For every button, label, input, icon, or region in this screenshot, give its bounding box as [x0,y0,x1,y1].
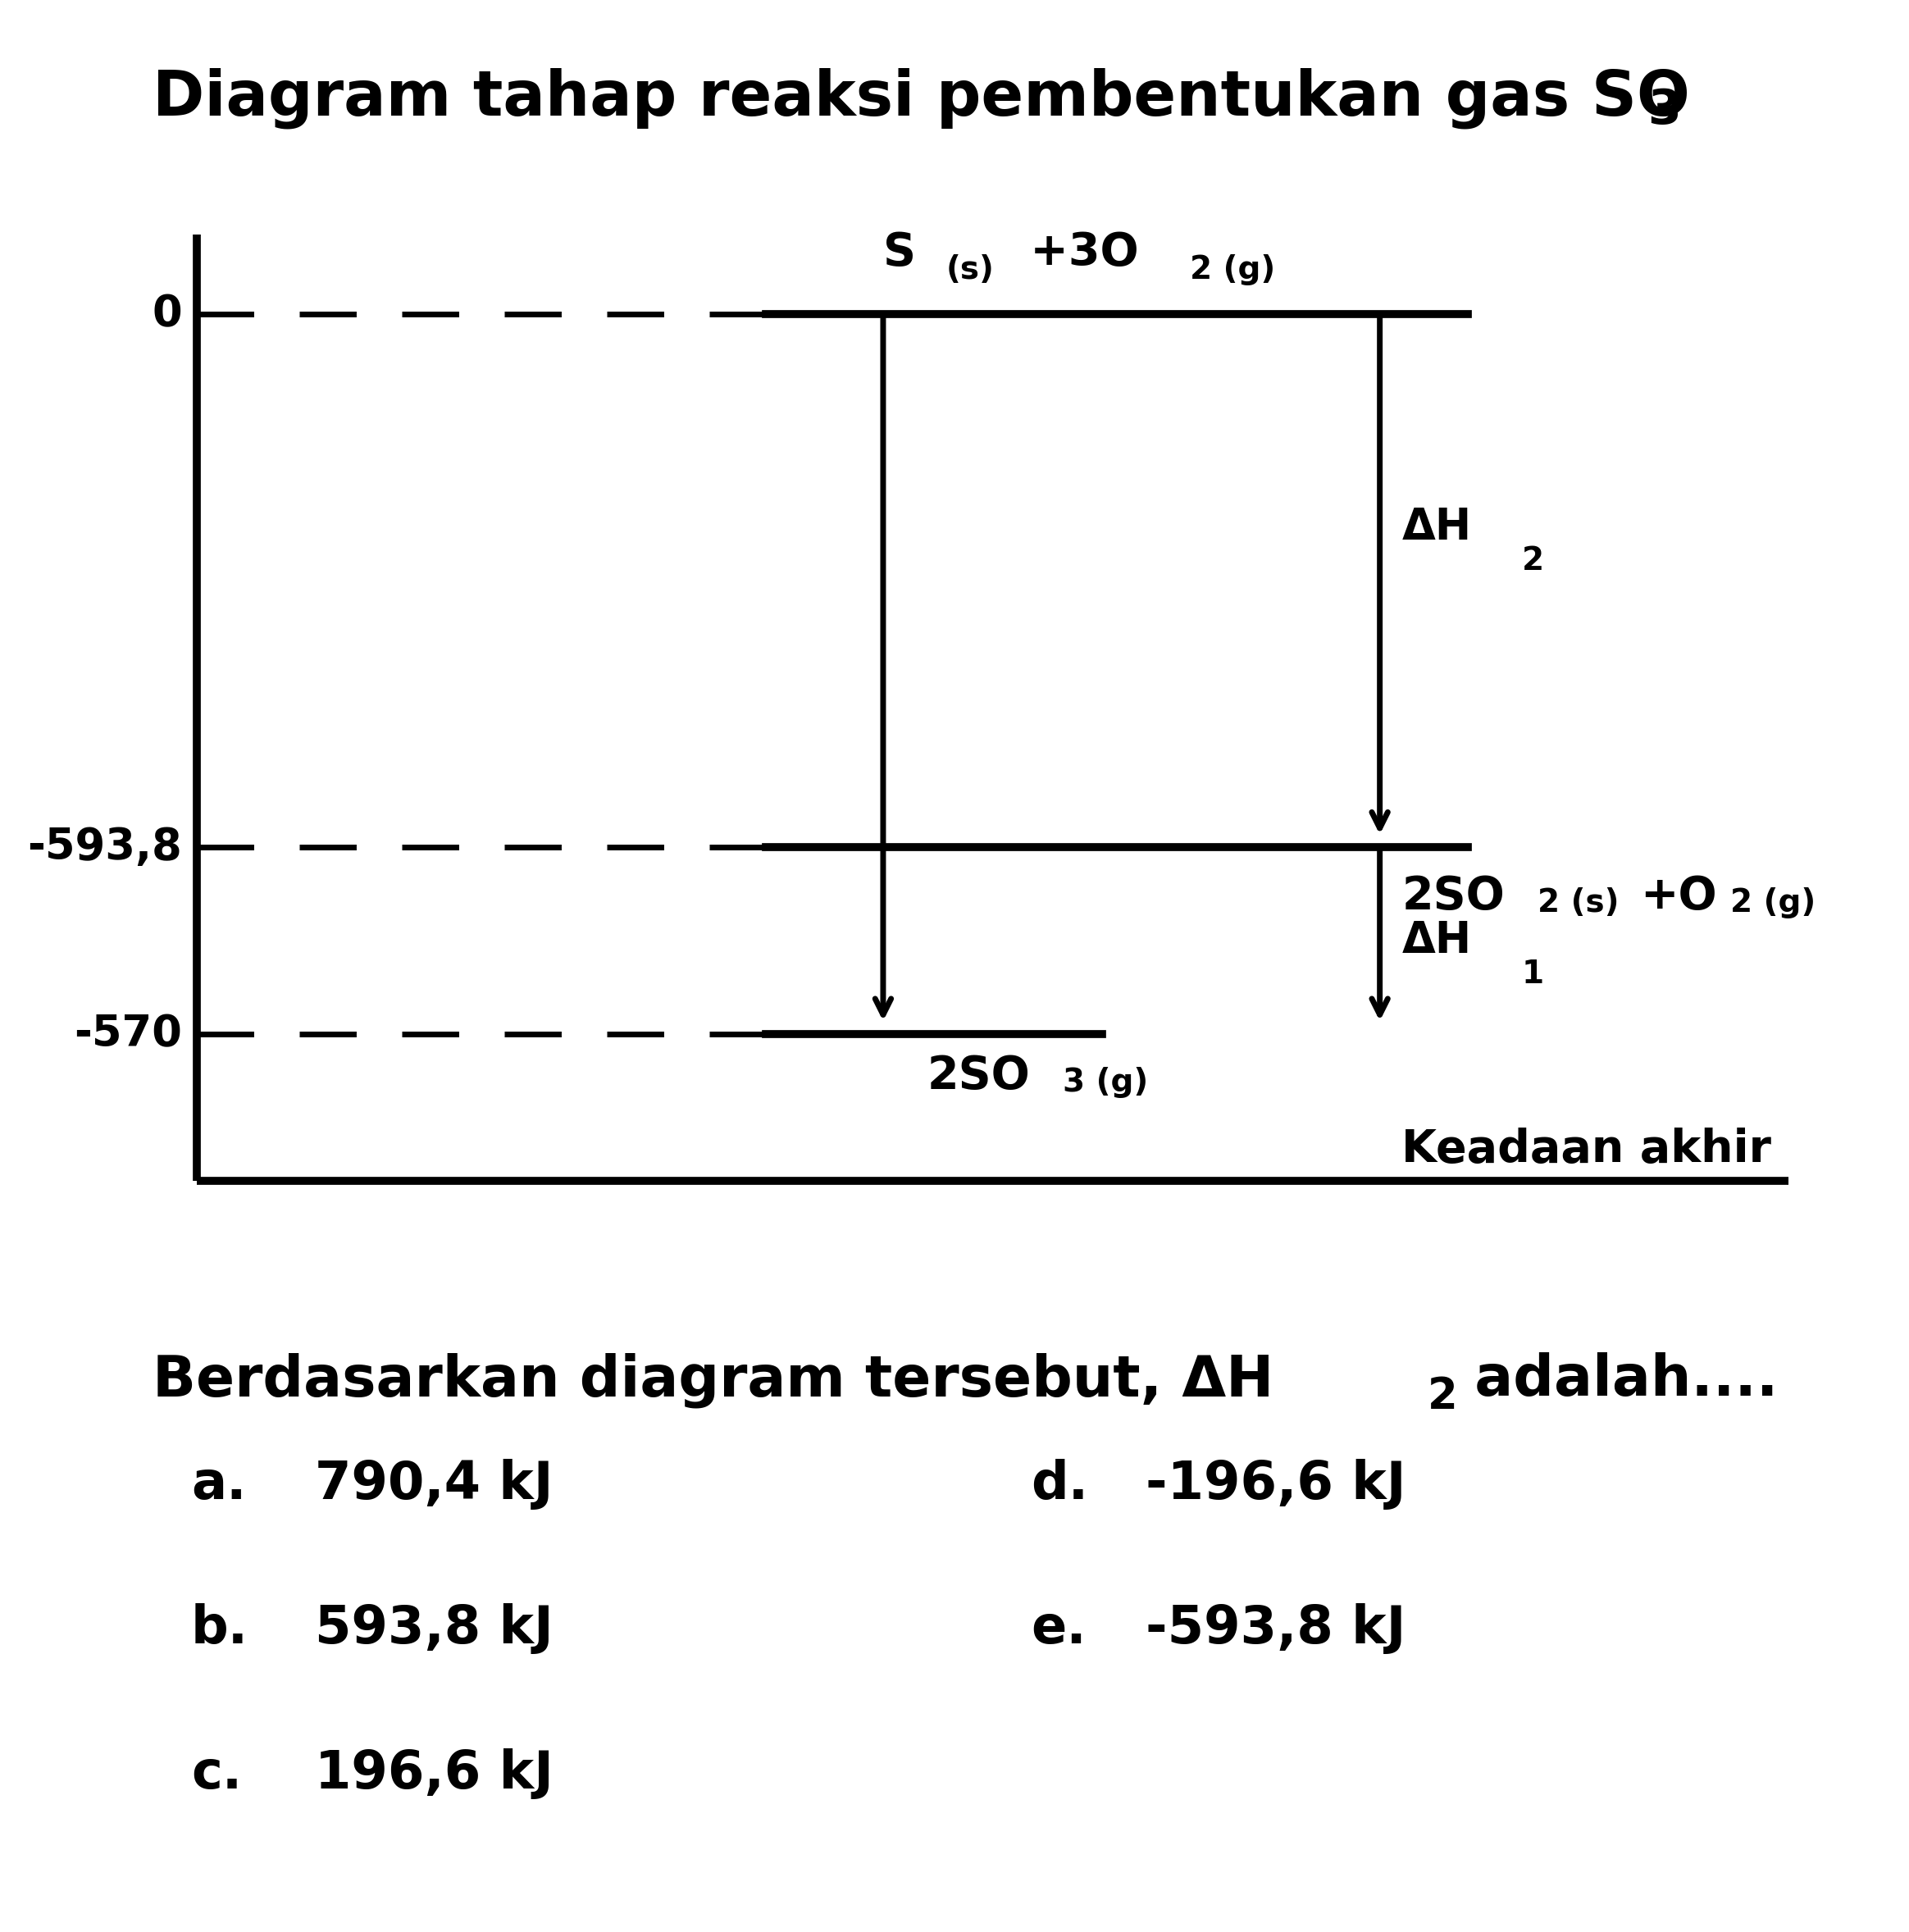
Text: Berdasarkan diagram tersebut, ΔH: Berdasarkan diagram tersebut, ΔH [153,1352,1273,1408]
Text: 2SO: 2SO [928,1055,1031,1097]
Text: (s): (s) [947,253,995,286]
Text: 2: 2 [1521,545,1544,576]
Text: 3 (g): 3 (g) [1063,1066,1149,1099]
Text: +O: +O [1640,873,1716,918]
Text: d.: d. [1031,1459,1088,1509]
Text: 2SO: 2SO [1401,873,1504,918]
Text: 3: 3 [1647,87,1680,133]
Text: 2 (g): 2 (g) [1189,253,1275,286]
Text: a.: a. [191,1459,246,1509]
Text: ΔH: ΔH [1401,920,1472,962]
Text: ΔH: ΔH [1401,506,1472,549]
Text: 593,8 kJ: 593,8 kJ [315,1604,554,1654]
Text: -196,6 kJ: -196,6 kJ [1145,1459,1405,1509]
Text: 1: 1 [1521,958,1544,989]
Text: S: S [884,230,916,274]
Text: 2 (g): 2 (g) [1730,887,1815,918]
Text: 2: 2 [1428,1376,1458,1418]
Text: -593,8: -593,8 [27,827,181,869]
Text: 196,6 kJ: 196,6 kJ [315,1748,554,1799]
Text: 0: 0 [153,294,181,336]
Text: Keadaan akhir: Keadaan akhir [1401,1126,1772,1171]
Text: -570: -570 [74,1012,181,1055]
Text: e.: e. [1031,1604,1086,1654]
Text: adalah....: adalah.... [1455,1352,1777,1406]
Text: b.: b. [191,1604,248,1654]
Text: c.: c. [191,1748,242,1799]
Text: 790,4 kJ: 790,4 kJ [315,1459,554,1509]
Text: -593,8 kJ: -593,8 kJ [1145,1604,1405,1654]
Text: 2 (s): 2 (s) [1537,887,1619,918]
Text: Diagram tahap reaksi pembentukan gas SO: Diagram tahap reaksi pembentukan gas SO [153,68,1689,129]
Text: +3O: +3O [1014,230,1140,274]
